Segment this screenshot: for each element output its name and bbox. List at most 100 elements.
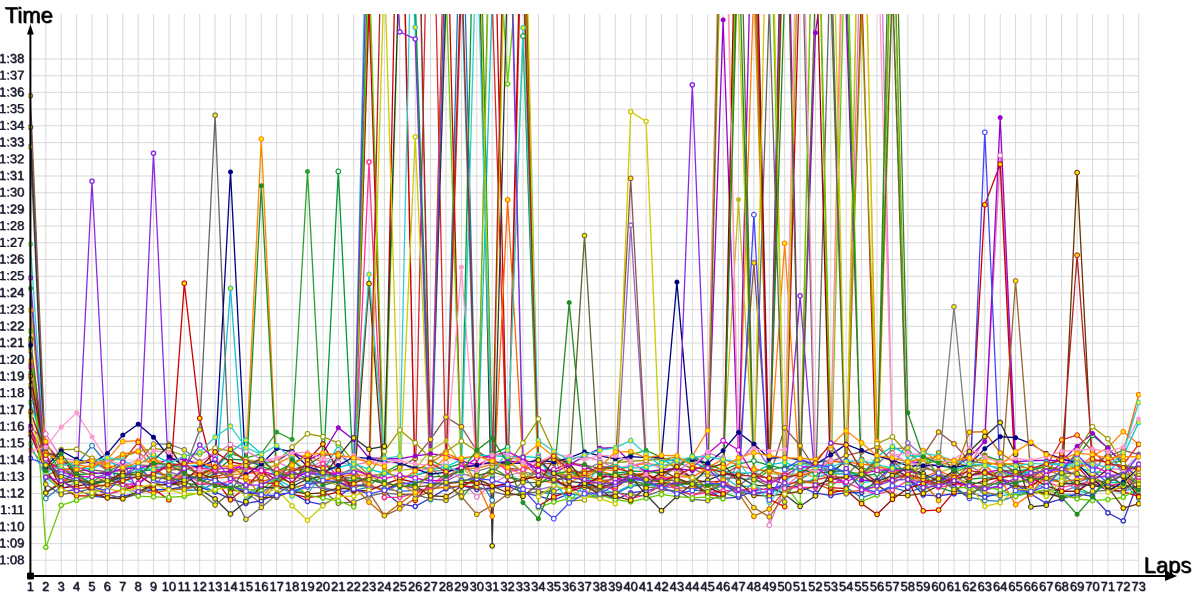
svg-text:31: 31 [485, 579, 499, 594]
svg-text:56: 56 [870, 579, 884, 594]
svg-text:19: 19 [300, 579, 314, 594]
svg-text:15: 15 [239, 579, 253, 594]
svg-text:71: 71 [1101, 579, 1115, 594]
svg-text:1:08: 1:08 [0, 552, 24, 567]
svg-text:33: 33 [516, 579, 530, 594]
svg-text:1:15: 1:15 [0, 435, 24, 450]
svg-text:59: 59 [916, 579, 930, 594]
svg-text:62: 62 [962, 579, 976, 594]
svg-text:18: 18 [285, 579, 299, 594]
svg-text:51: 51 [793, 579, 807, 594]
svg-text:45: 45 [700, 579, 714, 594]
svg-text:1:32: 1:32 [0, 151, 24, 166]
svg-text:58: 58 [901, 579, 915, 594]
svg-text:22: 22 [346, 579, 360, 594]
svg-text:28: 28 [439, 579, 453, 594]
svg-text:24: 24 [377, 579, 391, 594]
svg-text:66: 66 [1024, 579, 1038, 594]
svg-text:5: 5 [88, 579, 95, 594]
svg-text:1:18: 1:18 [0, 385, 24, 400]
svg-text:60: 60 [931, 579, 945, 594]
svg-text:8: 8 [135, 579, 142, 594]
svg-text:35: 35 [547, 579, 561, 594]
svg-text:40: 40 [623, 579, 637, 594]
svg-text:1:37: 1:37 [0, 68, 24, 83]
svg-text:49: 49 [762, 579, 776, 594]
svg-text:1:31: 1:31 [0, 168, 24, 183]
svg-text:67: 67 [1039, 579, 1053, 594]
svg-text:38: 38 [593, 579, 607, 594]
svg-text:13: 13 [208, 579, 222, 594]
svg-text:32: 32 [500, 579, 514, 594]
svg-text:16: 16 [254, 579, 268, 594]
svg-text:30: 30 [470, 579, 484, 594]
svg-text:1:13: 1:13 [0, 469, 24, 484]
svg-text:57: 57 [885, 579, 899, 594]
svg-text:1:29: 1:29 [0, 201, 24, 216]
svg-text:69: 69 [1070, 579, 1084, 594]
svg-text:25: 25 [393, 579, 407, 594]
svg-text:50: 50 [777, 579, 791, 594]
svg-text:27: 27 [423, 579, 437, 594]
svg-text:Time: Time [5, 3, 53, 28]
svg-text:1:17: 1:17 [0, 402, 24, 417]
svg-text:1:14: 1:14 [0, 452, 24, 467]
svg-text:23: 23 [362, 579, 376, 594]
svg-text:1:16: 1:16 [0, 419, 24, 434]
svg-text:1:19: 1:19 [0, 369, 24, 384]
svg-text:54: 54 [839, 579, 853, 594]
svg-text:4: 4 [73, 579, 80, 594]
svg-text:42: 42 [654, 579, 668, 594]
svg-text:1:24: 1:24 [0, 285, 24, 300]
svg-text:29: 29 [454, 579, 468, 594]
svg-text:48: 48 [747, 579, 761, 594]
svg-text:17: 17 [269, 579, 283, 594]
svg-text:6: 6 [104, 579, 111, 594]
svg-text:1:11: 1:11 [0, 502, 24, 517]
svg-text:14: 14 [223, 579, 237, 594]
svg-text:47: 47 [731, 579, 745, 594]
svg-text:1:25: 1:25 [0, 268, 24, 283]
svg-text:61: 61 [947, 579, 961, 594]
svg-text:1: 1 [27, 579, 34, 594]
svg-text:52: 52 [808, 579, 822, 594]
svg-text:1:20: 1:20 [0, 352, 24, 367]
svg-text:3: 3 [58, 579, 65, 594]
svg-text:1:23: 1:23 [0, 302, 24, 317]
svg-text:26: 26 [408, 579, 422, 594]
svg-text:73: 73 [1131, 579, 1145, 594]
svg-text:1:27: 1:27 [0, 235, 24, 250]
svg-text:1:35: 1:35 [0, 101, 24, 116]
svg-text:20: 20 [316, 579, 330, 594]
svg-text:1:36: 1:36 [0, 84, 24, 99]
svg-text:44: 44 [685, 579, 699, 594]
svg-text:43: 43 [670, 579, 684, 594]
svg-text:1:09: 1:09 [0, 536, 24, 551]
svg-text:1:21: 1:21 [0, 335, 24, 350]
svg-text:1:33: 1:33 [0, 135, 24, 150]
svg-text:1:26: 1:26 [0, 252, 24, 267]
svg-text:65: 65 [1008, 579, 1022, 594]
svg-text:39: 39 [608, 579, 622, 594]
svg-text:1:12: 1:12 [0, 486, 24, 501]
svg-text:41: 41 [639, 579, 653, 594]
svg-text:1:38: 1:38 [0, 51, 24, 66]
svg-text:Laps: Laps [1144, 553, 1192, 578]
svg-text:34: 34 [531, 579, 545, 594]
svg-text:11: 11 [178, 579, 192, 594]
svg-text:1:10: 1:10 [0, 519, 24, 534]
svg-text:2: 2 [42, 579, 49, 594]
svg-text:46: 46 [716, 579, 730, 594]
svg-text:63: 63 [978, 579, 992, 594]
svg-text:1:30: 1:30 [0, 185, 24, 200]
svg-text:12: 12 [192, 579, 206, 594]
svg-text:21: 21 [331, 579, 345, 594]
svg-text:36: 36 [562, 579, 576, 594]
svg-text:55: 55 [854, 579, 868, 594]
svg-text:72: 72 [1116, 579, 1130, 594]
svg-text:64: 64 [993, 579, 1007, 594]
svg-text:1:34: 1:34 [0, 118, 24, 133]
svg-text:1:22: 1:22 [0, 318, 24, 333]
svg-text:10: 10 [162, 579, 176, 594]
svg-text:68: 68 [1054, 579, 1068, 594]
